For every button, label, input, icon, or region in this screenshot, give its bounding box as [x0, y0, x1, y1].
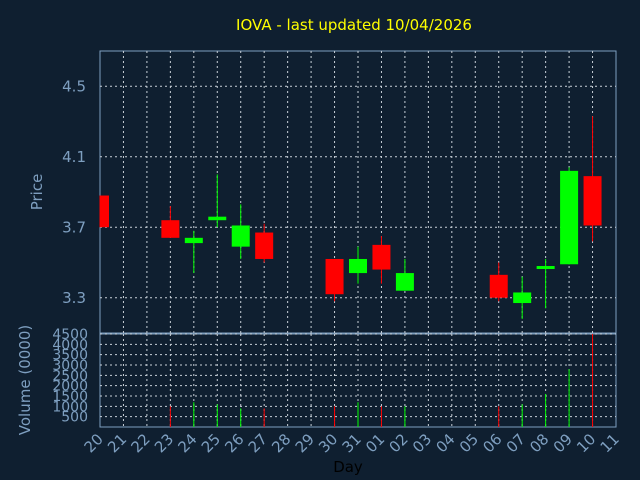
candle-body [560, 170, 579, 265]
x-tick-label: 31 [339, 430, 365, 456]
candle-body [161, 220, 180, 238]
grid [100, 51, 616, 427]
volume-tick-label: 1000 [52, 399, 88, 415]
x-tick-label: 30 [315, 430, 341, 456]
candle-body [208, 216, 227, 221]
volume-tick-label: 4500 [52, 327, 88, 343]
y-axis-label: Price [28, 174, 46, 211]
x-tick-label: 22 [128, 430, 154, 456]
x-tick-label: 23 [151, 430, 177, 456]
volume-tick-label: 1500 [52, 389, 88, 405]
x-tick-label: 01 [362, 430, 388, 456]
x-axis-label: Day [333, 458, 363, 476]
x-tick-label: 26 [221, 430, 247, 456]
volume-tick-label: 3500 [52, 348, 88, 364]
x-tick-label: 06 [479, 430, 505, 456]
x-tick-label: 05 [456, 430, 482, 456]
candle-body [255, 232, 274, 259]
y-tick-label: 3.7 [62, 218, 86, 236]
x-tick-label: 10 [573, 430, 599, 456]
volume-tick-label: 4000 [52, 337, 88, 353]
x-tick-label: 24 [174, 430, 200, 456]
x-tick-label: 04 [432, 430, 458, 456]
x-tick-label: 08 [526, 430, 552, 456]
x-axis: 2021222324252627282930310102030405060708… [81, 430, 623, 456]
x-tick-label: 21 [104, 430, 130, 456]
candle-body [349, 258, 367, 274]
volume-tick-label: 2500 [52, 368, 88, 384]
y-tick-label: 4.5 [62, 77, 86, 95]
candle-body [536, 266, 555, 270]
y-tick-label: 3.3 [62, 289, 86, 307]
candle-body [372, 244, 391, 270]
volume-tick-label: 500 [61, 410, 88, 426]
price-axis: 3.3 3.7 4.1 4.5 [62, 77, 86, 307]
candle-body [325, 258, 344, 295]
x-tick-label: 02 [386, 430, 412, 456]
candle-body [583, 176, 602, 226]
volume-axis-label: Volume (0000) [16, 325, 34, 435]
x-tick-label: 11 [597, 430, 623, 456]
volume-bars [169, 334, 594, 427]
candle-body [231, 225, 250, 247]
candles [99, 116, 602, 319]
x-tick-label: 29 [292, 430, 318, 456]
candle-body [184, 237, 203, 244]
x-tick-label: 28 [268, 430, 294, 456]
volume-tick-label: 3000 [52, 358, 88, 374]
chart-title: IOVA - last updated 10/04/2026 [236, 16, 472, 34]
x-tick-label: 20 [81, 430, 107, 456]
candle-body [100, 195, 109, 228]
x-tick-label: 07 [503, 430, 529, 456]
x-tick-label: 03 [409, 430, 435, 456]
volume-tick-label: 2000 [52, 379, 88, 395]
x-tick-label: 09 [550, 430, 576, 456]
y-tick-label: 4.1 [62, 148, 86, 166]
candle-body [513, 292, 532, 304]
x-tick-label: 25 [198, 430, 224, 456]
candle-body [489, 274, 508, 298]
candle-body [395, 273, 414, 291]
x-tick-label: 27 [245, 430, 271, 456]
